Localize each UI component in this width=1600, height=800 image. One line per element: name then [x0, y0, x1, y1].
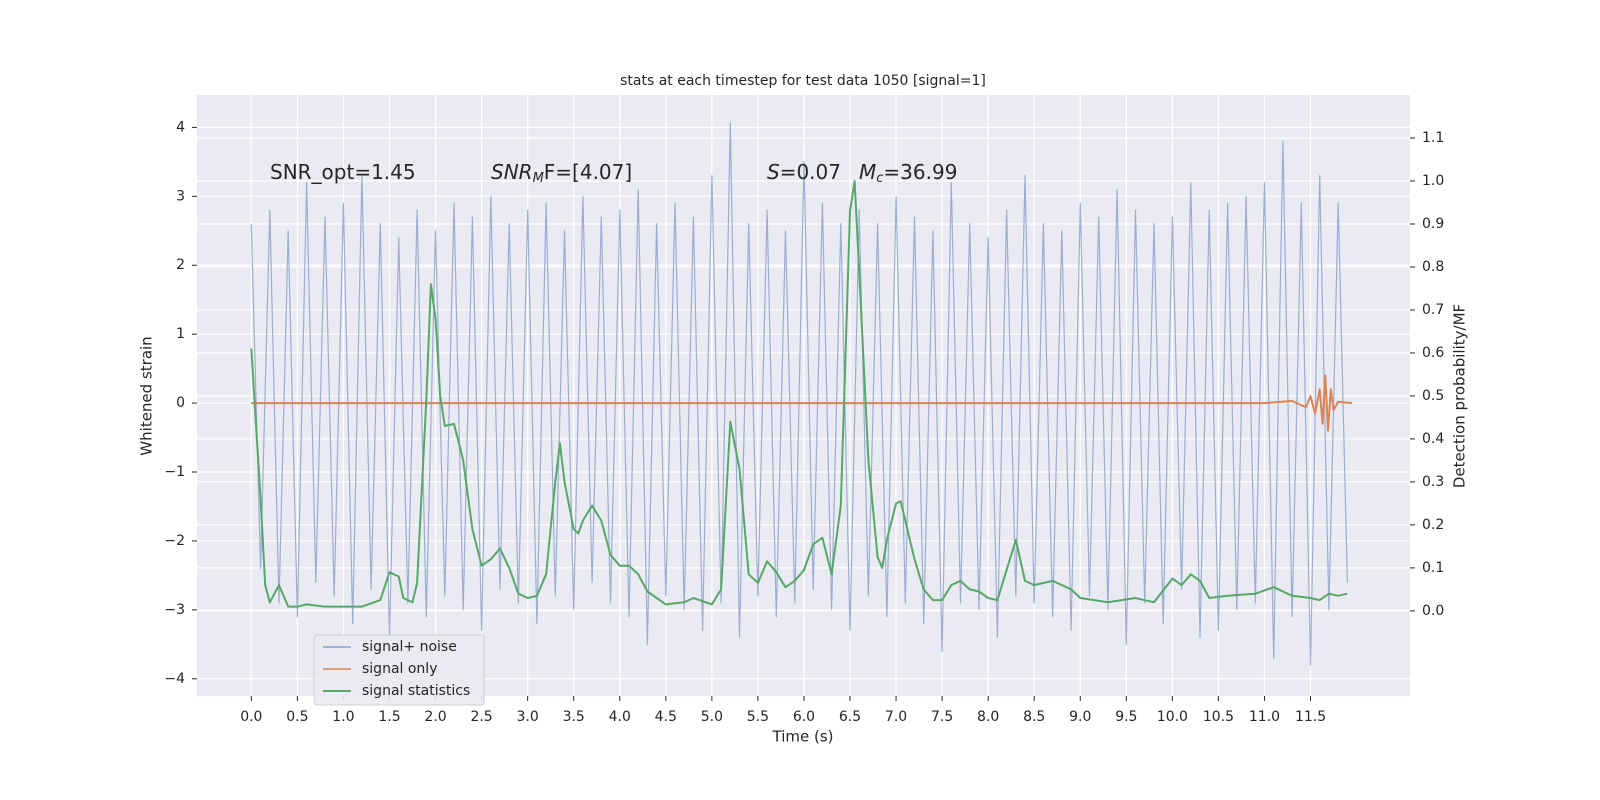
y2-tick-label: 0.0 [1422, 603, 1444, 619]
y-tick-label: −1 [164, 464, 185, 480]
annotation: SNR_opt=1.45 [270, 160, 416, 184]
y2-tick-label: 0.9 [1422, 216, 1444, 232]
annotation-part: M [859, 160, 876, 184]
series-line [250, 122, 1348, 666]
annotation-part: =0.07 [780, 160, 841, 184]
legend-label: signal+ noise [362, 639, 457, 655]
annotation: S=0.07 [767, 160, 841, 184]
x-tick-label: 3.0 [517, 709, 539, 725]
annotation: SNRMF=[4.07] [491, 160, 632, 186]
y-tick-label: 2 [176, 257, 185, 273]
y2-tick-label: 0.2 [1422, 517, 1444, 533]
x-tick-label: 4.5 [655, 709, 677, 725]
x-tick-label: 0.0 [240, 709, 262, 725]
y2-tick-label: 0.8 [1422, 259, 1444, 275]
y-tick-label: −2 [164, 533, 185, 549]
x-tick-label: 0.5 [286, 709, 308, 725]
x-tick-label: 10.5 [1203, 709, 1234, 725]
annotation-part: S [767, 160, 780, 184]
chart-title: stats at each timestep for test data 105… [620, 73, 986, 89]
y-tick-label: 1 [176, 326, 185, 342]
y2-tick-label: 0.5 [1422, 388, 1444, 404]
x-tick-label: 10.0 [1157, 709, 1188, 725]
x-tick-label: 6.5 [839, 709, 861, 725]
y-tick-label: 3 [176, 188, 185, 204]
x-tick-label: 11.0 [1249, 709, 1280, 725]
x-tick-label: 5.5 [747, 709, 769, 725]
y-tick-label: 4 [176, 119, 185, 135]
annotation: Mc=36.99 [859, 160, 957, 186]
y2-tick-label: 0.7 [1422, 302, 1444, 318]
y2-tick-label: 0.4 [1422, 431, 1444, 447]
series-line [250, 180, 1348, 608]
x-tick-label: 1.5 [378, 709, 400, 725]
x-tick-label: 9.0 [1069, 709, 1091, 725]
x-tick-label: 1.0 [332, 709, 354, 725]
y2-tick-label: 0.6 [1422, 345, 1444, 361]
x-tick-label: 7.5 [931, 709, 953, 725]
y-tick-label: −3 [164, 602, 185, 618]
x-tick-label: 6.0 [793, 709, 815, 725]
legend-label: signal only [362, 661, 437, 677]
x-tick-label: 8.5 [1023, 709, 1045, 725]
series-line [251, 374, 1353, 432]
y-tick-label: −4 [164, 671, 185, 687]
y2-axis-label: Detection probability/MF [1451, 304, 1469, 488]
annotation-part: F=[4.07] [544, 160, 632, 184]
x-tick-label: 2.0 [424, 709, 446, 725]
x-tick-label: 7.0 [885, 709, 907, 725]
legend-label: signal statistics [362, 683, 470, 699]
annotation-part: =36.99 [883, 160, 957, 184]
y2-tick-label: 0.3 [1422, 474, 1444, 490]
x-axis-label: Time (s) [772, 728, 834, 746]
x-tick-label: 9.5 [1115, 709, 1137, 725]
y2-tick-label: 0.1 [1422, 560, 1444, 576]
annotation-part: c [876, 171, 883, 186]
annotation-part: M [533, 171, 544, 186]
x-tick-label: 8.0 [977, 709, 999, 725]
y-axis-label: Whitened strain [138, 336, 156, 455]
annotation-part: SNR_opt=1.45 [270, 160, 416, 184]
annotation-part: SNR [491, 160, 533, 184]
x-tick-label: 11.5 [1295, 709, 1326, 725]
x-tick-label: 5.0 [701, 709, 723, 725]
y2-tick-label: 1.0 [1422, 173, 1444, 189]
x-tick-label: 4.0 [609, 709, 631, 725]
legend-box [313, 634, 485, 706]
x-tick-label: 3.5 [563, 709, 585, 725]
y2-tick-label: 1.1 [1422, 130, 1444, 146]
x-tick-label: 2.5 [470, 709, 492, 725]
y-tick-label: 0 [176, 395, 185, 411]
